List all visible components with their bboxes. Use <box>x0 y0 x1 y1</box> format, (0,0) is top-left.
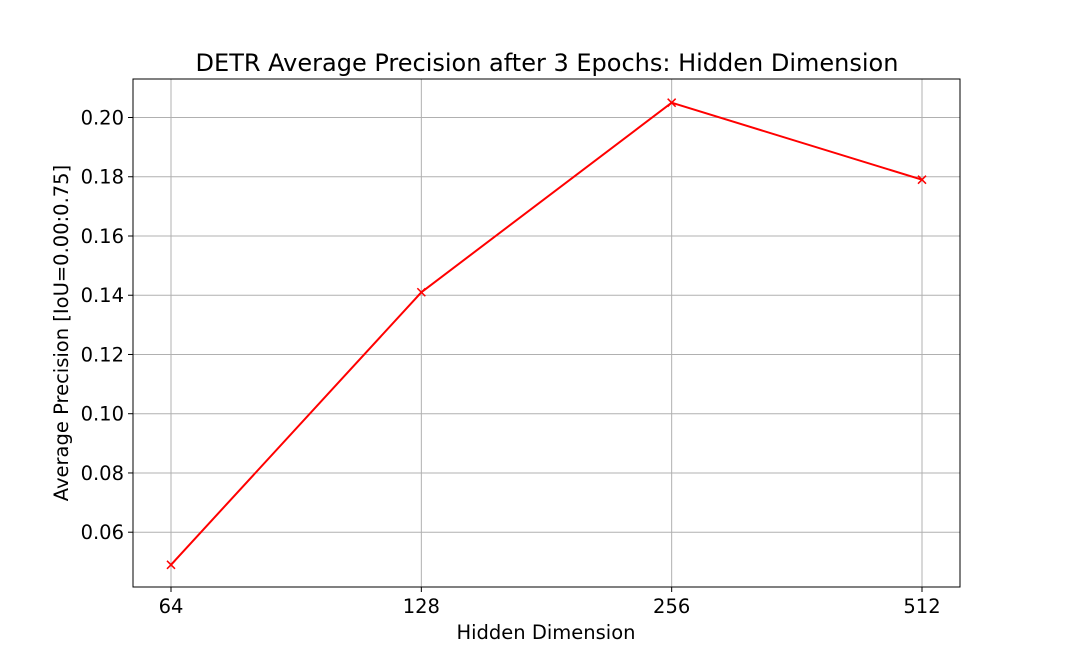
data-point-marker <box>416 287 426 297</box>
y-tick-label: 0.12 <box>81 343 124 366</box>
y-tick-label: 0.18 <box>81 166 124 189</box>
series-layer <box>166 98 927 570</box>
plot-frame <box>132 78 961 588</box>
x-tick-label: 128 <box>403 595 440 618</box>
axis-ticks: 64 128 256 512 0.06 0.08 0.10 0.12 0.14 0.16 0.18 0… <box>81 107 941 618</box>
data-point-marker <box>917 175 927 185</box>
y-axis-label: Average Precision [IoU=0.00:0.75] <box>50 165 73 501</box>
y-tick-label: 0.20 <box>81 107 124 130</box>
y-tick-label: 0.10 <box>81 403 124 426</box>
grid-lines <box>133 79 960 587</box>
y-tick-label: 0.06 <box>81 521 124 544</box>
x-axis-label: Hidden Dimension <box>456 621 635 644</box>
data-point-marker <box>166 560 176 570</box>
chart-title: DETR Average Precision after 3 Epochs: H… <box>196 49 899 77</box>
series-line <box>170 101 923 566</box>
x-tick-label: 64 <box>159 595 184 618</box>
data-point-marker <box>667 98 677 108</box>
y-tick-label: 0.14 <box>81 284 124 307</box>
y-tick-label: 0.16 <box>81 225 124 248</box>
x-tick-label: 512 <box>903 595 940 618</box>
x-tick-label: 256 <box>653 595 690 618</box>
y-tick-label: 0.08 <box>81 462 124 485</box>
